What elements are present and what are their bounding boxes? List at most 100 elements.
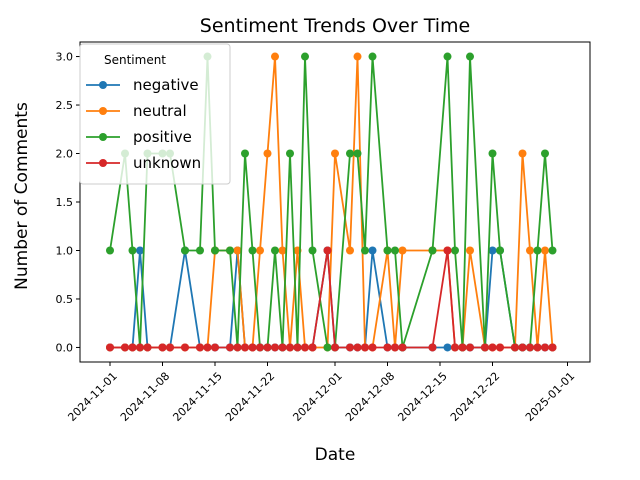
data-point-positive — [241, 149, 249, 158]
data-point-unknown — [308, 343, 317, 352]
data-point-negative — [136, 246, 144, 255]
y-tick-label: 1.0 — [56, 244, 74, 257]
data-point-unknown — [391, 343, 399, 352]
data-point-unknown — [488, 343, 497, 352]
data-point-positive — [181, 246, 189, 255]
data-point-unknown — [196, 343, 204, 352]
data-point-unknown — [361, 343, 369, 352]
data-point-positive — [196, 246, 204, 255]
data-point-positive — [383, 246, 392, 255]
x-tick-label: 2024-11-08 — [118, 370, 172, 424]
data-point-neutral — [398, 246, 407, 255]
data-point-unknown — [548, 343, 557, 352]
legend-title: Sentiment — [104, 53, 166, 67]
legend-entry-unknown: unknown — [86, 154, 201, 172]
data-point-unknown — [458, 343, 467, 352]
legend-swatch-marker — [99, 133, 107, 141]
data-point-unknown — [526, 343, 534, 352]
data-point-positive — [541, 149, 549, 158]
data-point-unknown — [383, 343, 392, 352]
data-point-unknown — [256, 343, 264, 352]
x-tick-label: 2024-12-15 — [395, 370, 449, 424]
data-point-unknown — [541, 343, 549, 352]
data-point-positive — [533, 246, 542, 255]
y-tick-label: 3.0 — [56, 51, 74, 64]
data-point-unknown — [323, 246, 332, 255]
y-tick-label: 2.5 — [56, 99, 74, 112]
data-point-positive — [248, 246, 257, 255]
data-point-negative — [488, 246, 497, 255]
data-point-unknown — [203, 343, 212, 352]
data-point-positive — [346, 149, 354, 158]
x-tick-label: 2024-12-08 — [343, 370, 397, 424]
legend-label: unknown — [133, 154, 201, 172]
data-point-negative — [443, 343, 452, 352]
plot-area — [106, 52, 557, 352]
legend-label: neutral — [133, 102, 187, 120]
data-point-positive — [128, 246, 137, 255]
data-point-unknown — [346, 343, 354, 352]
data-point-positive — [496, 246, 504, 255]
data-point-unknown — [496, 343, 504, 352]
data-point-neutral — [518, 149, 527, 158]
data-point-positive — [361, 246, 369, 255]
x-axis-label: Date — [315, 445, 356, 465]
data-point-neutral — [526, 246, 534, 255]
y-tick-label: 0.0 — [56, 341, 74, 354]
data-point-unknown — [226, 343, 234, 352]
data-point-positive — [211, 246, 219, 255]
data-point-unknown — [533, 343, 542, 352]
data-point-unknown — [136, 343, 144, 352]
data-point-unknown — [278, 343, 287, 352]
legend-entry-negative: negative — [86, 76, 199, 94]
legend-label: negative — [133, 76, 199, 94]
x-tick-label: 2024-11-22 — [223, 370, 277, 424]
data-point-positive — [286, 149, 294, 158]
data-point-unknown — [263, 343, 272, 352]
data-point-unknown — [368, 343, 377, 352]
data-point-neutral — [256, 246, 264, 255]
data-point-neutral — [271, 52, 279, 61]
x-tick-label: 2024-11-15 — [170, 370, 224, 424]
x-tick-label: 2024-11-01 — [65, 370, 119, 424]
data-point-neutral — [233, 246, 242, 255]
data-point-positive — [428, 246, 437, 255]
data-point-unknown — [248, 343, 257, 352]
legend-box — [79, 43, 231, 185]
data-point-unknown — [286, 343, 294, 352]
data-point-negative — [368, 246, 377, 255]
data-point-unknown — [166, 343, 174, 352]
data-point-unknown — [128, 343, 137, 352]
data-point-unknown — [353, 343, 362, 352]
data-point-unknown — [481, 343, 489, 352]
data-point-neutral — [263, 149, 272, 158]
data-point-neutral — [346, 246, 354, 255]
data-point-unknown — [181, 343, 189, 352]
data-point-unknown — [158, 343, 167, 352]
data-point-positive — [368, 52, 377, 61]
y-tick-label: 2.0 — [56, 148, 74, 161]
data-point-positive — [106, 246, 114, 255]
data-point-positive — [391, 246, 399, 255]
legend-entry-positive: positive — [86, 128, 192, 146]
data-point-unknown — [428, 343, 437, 352]
data-point-neutral — [541, 246, 549, 255]
data-point-positive — [226, 246, 234, 255]
data-point-unknown — [451, 343, 459, 352]
data-point-positive — [271, 246, 279, 255]
data-point-positive — [308, 246, 317, 255]
legend: Sentiment negative neutral positive unknown — [79, 43, 231, 185]
x-tick-label: 2024-12-01 — [290, 370, 344, 424]
data-point-positive — [466, 52, 474, 61]
data-point-unknown — [106, 343, 114, 352]
data-point-unknown — [293, 343, 302, 352]
chart-title: Sentiment Trends Over Time — [200, 15, 470, 37]
data-point-neutral — [331, 149, 339, 158]
data-point-unknown — [331, 343, 339, 352]
legend-entry-neutral: neutral — [86, 102, 187, 120]
data-point-neutral — [278, 246, 287, 255]
data-point-neutral — [353, 52, 362, 61]
data-point-positive — [353, 149, 362, 158]
data-point-positive — [488, 149, 497, 158]
